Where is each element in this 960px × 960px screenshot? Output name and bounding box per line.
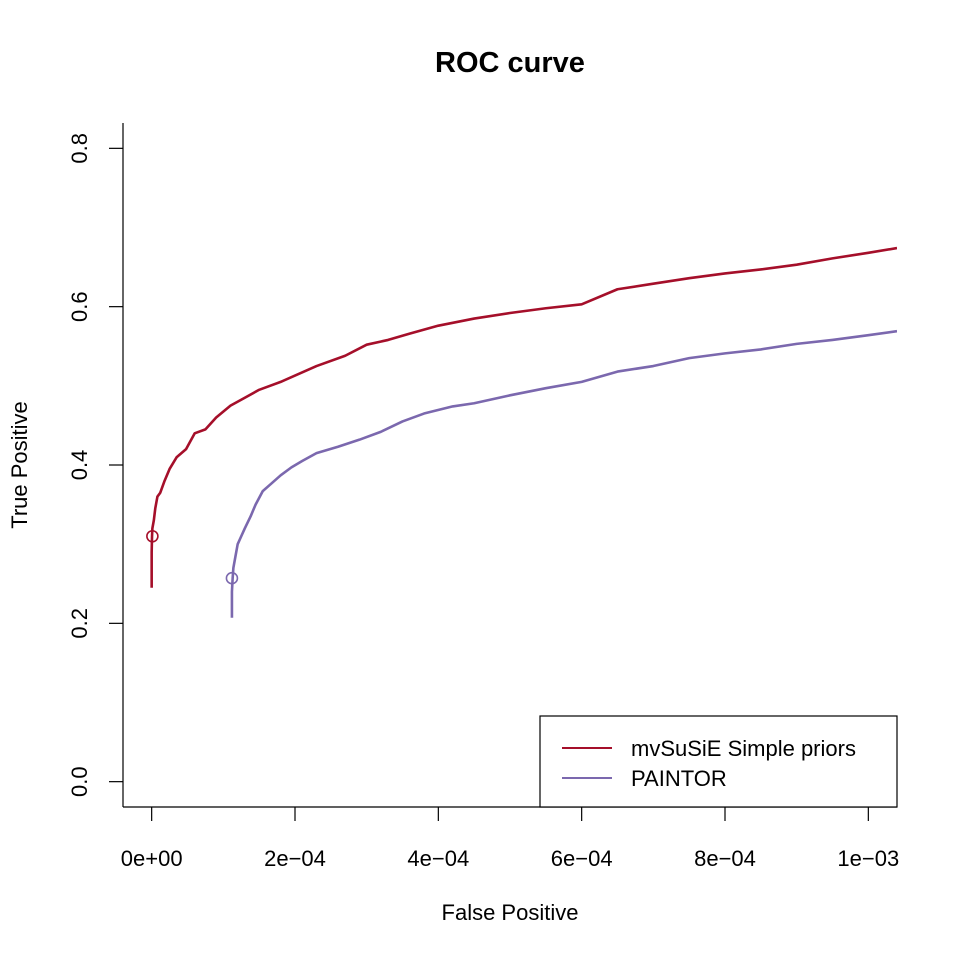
chart-title: ROC curve — [435, 47, 585, 79]
x-tick-label: 4e−04 — [407, 846, 469, 871]
x-axis: 0e+00 2e−04 4e−04 6e−04 8e−04 1e−03 — [121, 806, 899, 871]
x-tick-label: 0e+00 — [121, 846, 183, 871]
y-axis: 0.0 0.2 0.4 0.6 0.8 — [67, 123, 124, 807]
y-tick-label: 0.0 — [67, 766, 92, 797]
y-axis-label: True Positive — [7, 401, 32, 529]
series-line-2 — [230, 329, 897, 618]
y-tick-label: 0.4 — [67, 450, 92, 481]
y-tick-label: 0.6 — [67, 291, 92, 322]
series-marker-2 — [225, 571, 239, 585]
x-tick-label: 1e−03 — [837, 846, 899, 871]
legend-label-1: mvSuSiE Simple priors — [631, 736, 856, 761]
x-tick-label: 6e−04 — [551, 846, 613, 871]
series-marker-1 — [146, 529, 159, 543]
legend-box — [539, 715, 898, 808]
x-tick-label: 2e−04 — [264, 846, 326, 871]
legend: mvSuSiE Simple priors PAINTOR — [539, 715, 898, 808]
x-axis-label: False Positive — [442, 900, 579, 925]
y-tick-label: 0.2 — [67, 608, 92, 639]
x-tick-label: 8e−04 — [694, 846, 756, 871]
legend-label-2: PAINTOR — [631, 766, 727, 791]
y-tick-label: 0.8 — [67, 133, 92, 164]
plot-area — [146, 246, 897, 618]
series-line-1 — [150, 246, 897, 588]
